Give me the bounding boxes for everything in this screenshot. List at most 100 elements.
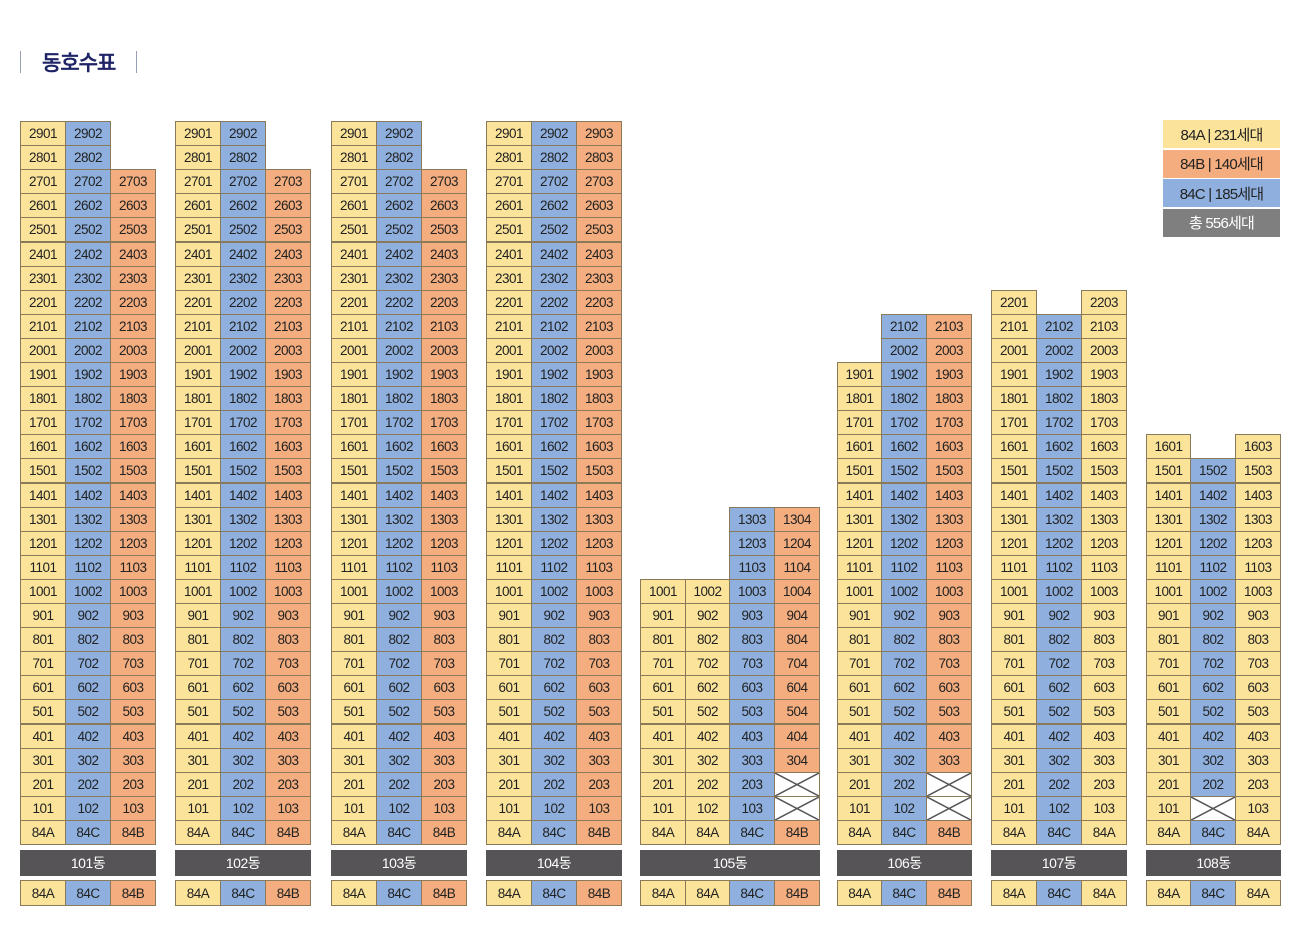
unit-cell: 2202 <box>220 289 266 315</box>
unit-cell: 802 <box>65 627 111 653</box>
unit-cell: 2402 <box>531 241 577 267</box>
unit-cell: 1701 <box>175 410 221 436</box>
unit-cell: 2403 <box>421 241 467 267</box>
unit-cell: 403 <box>926 723 972 749</box>
unit-cell: 1501 <box>991 458 1037 484</box>
unit-cell: 1503 <box>110 458 156 484</box>
unit-cell: 202 <box>1190 771 1236 797</box>
unit-cell: 2401 <box>20 241 66 267</box>
unit-cell: 2703 <box>576 169 622 195</box>
unit-cell: 1503 <box>1235 458 1281 484</box>
unit-cell: 2102 <box>65 313 111 339</box>
title-divider-right <box>136 51 138 73</box>
unit-cell: 1001 <box>837 578 882 604</box>
unit-cell: 202 <box>65 771 111 797</box>
unit-cell: 2901 <box>486 121 532 147</box>
unit-cell: 1203 <box>1235 530 1281 556</box>
unit-cell: 2303 <box>265 265 311 291</box>
unit-cell: 2301 <box>175 265 221 291</box>
unit-cell: 1301 <box>991 506 1037 532</box>
unit-cell: 1402 <box>220 482 266 508</box>
unit-cell: 1102 <box>65 554 111 580</box>
unit-cell: 2702 <box>65 169 111 195</box>
unit-cell: 702 <box>220 651 266 677</box>
unit-type-cell: 84A <box>20 820 66 845</box>
unit-cell: 901 <box>331 603 377 629</box>
unit-cell: 1001 <box>20 578 66 604</box>
unit-cell: 2702 <box>220 169 266 195</box>
unit-type-cell: 84C <box>376 820 422 845</box>
unit-cell: 1204 <box>774 530 820 556</box>
unit-cell: 201 <box>991 771 1037 797</box>
unit-cell: 1301 <box>20 506 66 532</box>
unit-cell: 603 <box>576 675 622 701</box>
empty-unit <box>926 771 972 797</box>
unit-cell: 1802 <box>220 386 266 412</box>
unit-cell: 103 <box>265 795 311 821</box>
unit-cell: 1901 <box>20 362 66 388</box>
unit-cell: 404 <box>774 723 820 749</box>
unit-cell: 103 <box>110 795 156 821</box>
unit-cell: 2101 <box>331 313 377 339</box>
page-title-block: 동호수표 <box>20 50 138 75</box>
unit-cell: 503 <box>729 699 775 725</box>
building-label: 107동 <box>991 850 1127 876</box>
unit-cell: 2102 <box>881 313 927 339</box>
unit-cell: 601 <box>991 675 1037 701</box>
unit-cell: 1003 <box>1081 578 1127 604</box>
unit-cell: 2603 <box>110 193 156 219</box>
unit-cell: 302 <box>1190 747 1236 773</box>
unit-cell: 1402 <box>531 482 577 508</box>
cross-icon <box>927 773 971 796</box>
unit-type-cell: 84C <box>881 820 927 845</box>
unit-cell: 2101 <box>175 313 221 339</box>
unit-cell: 901 <box>837 603 882 629</box>
unit-type-cell: 84A <box>685 820 730 845</box>
unit-cell: 1302 <box>1190 506 1236 532</box>
unit-cell: 302 <box>881 747 927 773</box>
unit-cell: 1903 <box>421 362 467 388</box>
unit-cell: 504 <box>774 699 820 725</box>
unit-cell: 501 <box>837 699 882 725</box>
unit-cell: 2302 <box>376 265 422 291</box>
unit-cell: 701 <box>20 651 66 677</box>
unit-cell: 2601 <box>486 193 532 219</box>
unit-cell: 902 <box>376 603 422 629</box>
unit-cell: 1303 <box>576 506 622 532</box>
unit-type-cell: 84A <box>1146 820 1191 845</box>
unit-cell: 1603 <box>576 434 622 460</box>
unit-cell: 902 <box>220 603 266 629</box>
unit-cell: 402 <box>65 723 111 749</box>
unit-cell: 1201 <box>991 530 1037 556</box>
unit-cell: 2701 <box>486 169 532 195</box>
unit-cell: 1102 <box>1190 554 1236 580</box>
unit-cell: 703 <box>421 651 467 677</box>
unit-cell: 1403 <box>926 482 972 508</box>
unit-cell: 601 <box>640 675 686 701</box>
unit-cell: 902 <box>531 603 577 629</box>
unit-cell: 2102 <box>220 313 266 339</box>
unit-cell: 203 <box>265 771 311 797</box>
unit-cell: 2402 <box>65 241 111 267</box>
unit-cell: 101 <box>837 795 882 821</box>
unit-cell: 2102 <box>376 313 422 339</box>
unit-cell: 2602 <box>220 193 266 219</box>
unit-cell: 2202 <box>65 289 111 315</box>
unit-cell: 1302 <box>881 506 927 532</box>
unit-cell: 1803 <box>421 386 467 412</box>
unit-cell: 2502 <box>531 217 577 243</box>
unit-type-cell: 84A <box>331 820 377 845</box>
unit-cell: 2101 <box>20 313 66 339</box>
unit-cell: 2501 <box>486 217 532 243</box>
unit-cell: 1002 <box>1190 578 1236 604</box>
unit-cell: 2602 <box>531 193 577 219</box>
unit-cell: 1401 <box>837 482 882 508</box>
unit-cell: 703 <box>729 651 775 677</box>
unit-cell: 1702 <box>881 410 927 436</box>
cross-icon <box>775 797 819 820</box>
unit-cell: 1803 <box>576 386 622 412</box>
unit-cell: 302 <box>65 747 111 773</box>
unit-cell: 1601 <box>20 434 66 460</box>
unit-cell: 1801 <box>486 386 532 412</box>
unit-cell: 403 <box>265 723 311 749</box>
